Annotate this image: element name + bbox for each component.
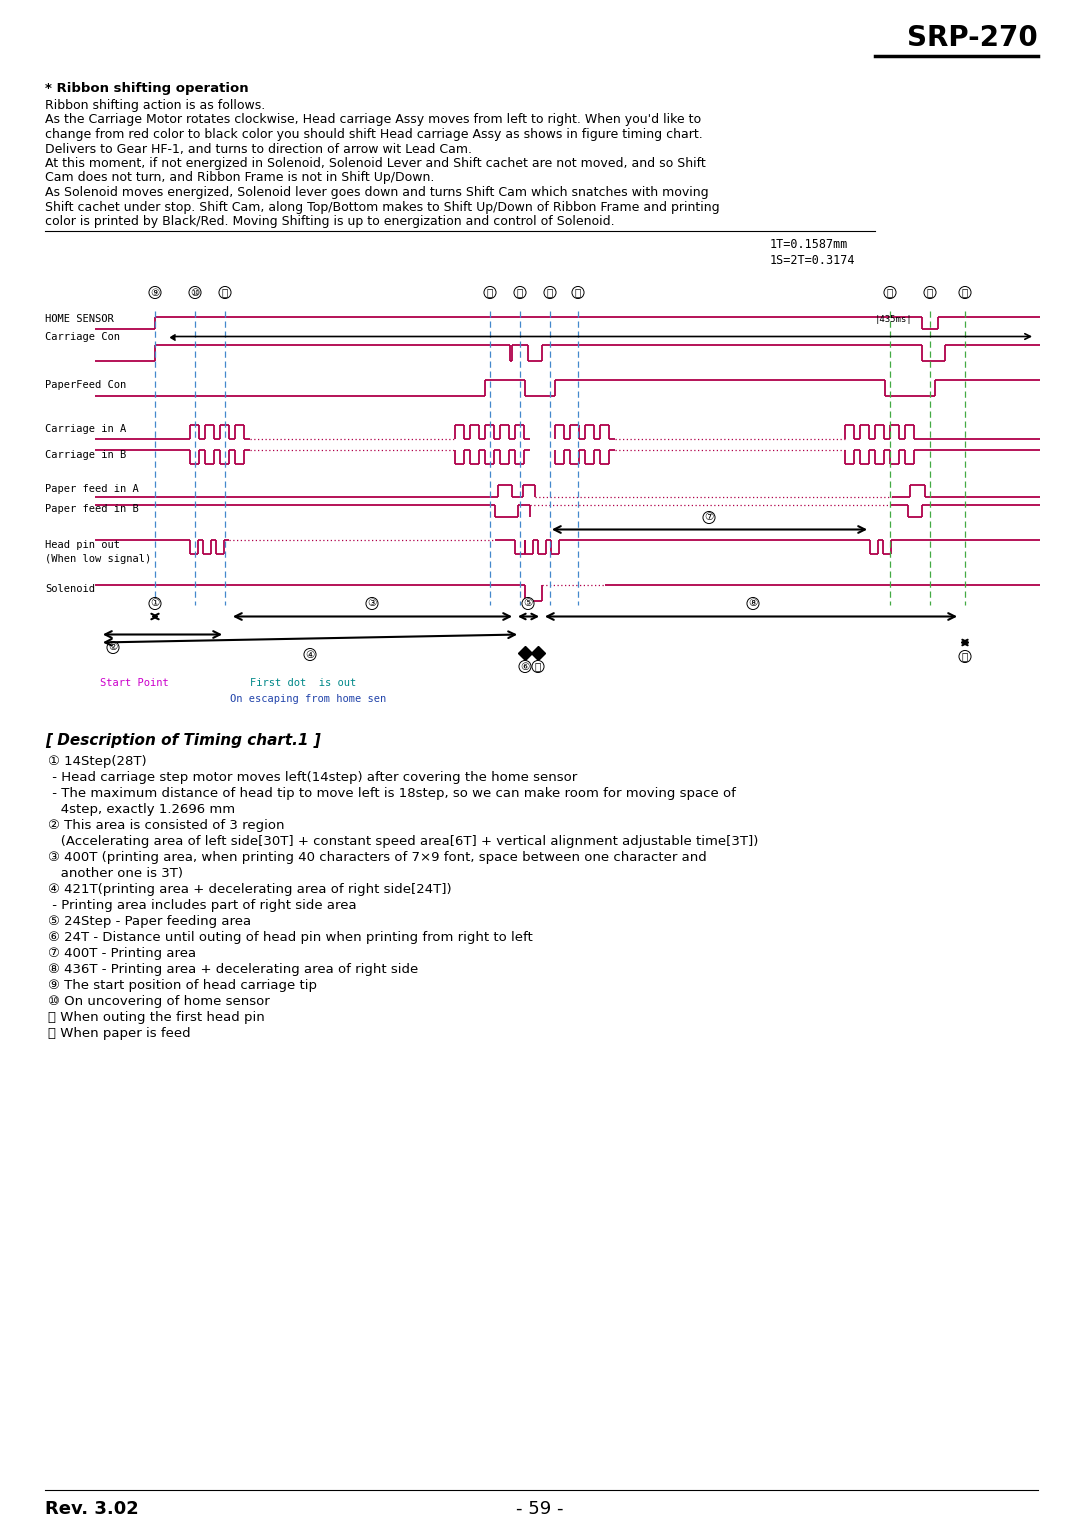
Text: ⑧: ⑧ [748, 599, 758, 608]
Text: ②: ② [108, 643, 118, 652]
Text: color is printed by Black/Red. Moving Shifting is up to energization and control: color is printed by Black/Red. Moving Sh… [45, 215, 615, 228]
Text: SRP-270: SRP-270 [907, 24, 1038, 52]
Text: Head pin out: Head pin out [45, 539, 120, 550]
Text: ⓑ: ⓑ [927, 287, 933, 298]
Text: 1S=2T=0.3174: 1S=2T=0.3174 [770, 255, 855, 267]
Text: Solenoid: Solenoid [45, 585, 95, 594]
Text: [ Description of Timing chart.1 ]: [ Description of Timing chart.1 ] [45, 733, 321, 748]
Text: ⑫: ⑫ [487, 287, 494, 298]
Text: On escaping from home sen: On escaping from home sen [230, 693, 387, 704]
Text: ⑥ 24T - Distance until outing of head pin when printing from right to left: ⑥ 24T - Distance until outing of head pi… [48, 930, 532, 944]
Text: change from red color to black color you should shift Head carriage Assy as show: change from red color to black color you… [45, 128, 703, 140]
Text: Start Point: Start Point [100, 678, 168, 687]
Text: another one is 3T): another one is 3T) [48, 866, 183, 880]
Text: ③ 400T (printing area, when printing 40 characters of 7×9 font, space between on: ③ 400T (printing area, when printing 40 … [48, 851, 706, 863]
Text: ⑭: ⑭ [546, 287, 553, 298]
Text: ⑧ 436T - Printing area + decelerating area of right side: ⑧ 436T - Printing area + decelerating ar… [48, 962, 418, 976]
Text: ② This area is consisted of 3 region: ② This area is consisted of 3 region [48, 818, 284, 832]
Text: PaperFeed Con: PaperFeed Con [45, 380, 126, 389]
Text: ⑨: ⑨ [150, 287, 160, 298]
Text: - 59 -: - 59 - [516, 1500, 564, 1518]
Text: ⑩: ⑩ [190, 287, 200, 298]
Text: 1T=0.1587mm: 1T=0.1587mm [770, 238, 849, 250]
Text: Carriage Con: Carriage Con [45, 333, 120, 342]
Text: Delivers to Gear HF-1, and turns to direction of arrow wit Lead Cam.: Delivers to Gear HF-1, and turns to dire… [45, 142, 472, 156]
Text: Rev. 3.02: Rev. 3.02 [45, 1500, 138, 1518]
Text: Ribbon shifting action is as follows.: Ribbon shifting action is as follows. [45, 99, 266, 111]
Text: 4step, exactly 1.2696 mm: 4step, exactly 1.2696 mm [48, 803, 235, 815]
Text: ④ 421T(printing area + decelerating area of right side[24T]): ④ 421T(printing area + decelerating area… [48, 883, 451, 895]
Text: ⑮: ⑮ [575, 287, 581, 298]
Text: ⑦ 400T - Printing area: ⑦ 400T - Printing area [48, 947, 197, 959]
Text: (Accelerating area of left side[30T] + constant speed area[6T] + vertical alignm: (Accelerating area of left side[30T] + c… [48, 834, 758, 847]
Text: Cam does not turn, and Ribbon Frame is not in Shift Up/Down.: Cam does not turn, and Ribbon Frame is n… [45, 171, 434, 185]
Text: ①: ① [150, 599, 160, 608]
Text: Paper feed in A: Paper feed in A [45, 484, 138, 495]
Text: ⑪: ⑪ [221, 287, 228, 298]
Text: Carriage in A: Carriage in A [45, 425, 126, 435]
Text: ⑬: ⑬ [517, 287, 523, 298]
Text: ⓔ: ⓔ [962, 652, 968, 661]
Text: - The maximum distance of head tip to move left is 18step, so we can make room f: - The maximum distance of head tip to mo… [48, 786, 735, 800]
Text: ③: ③ [367, 599, 377, 608]
Text: |435ms|: |435ms| [875, 315, 913, 324]
Text: ⑤: ⑤ [524, 599, 532, 608]
Text: ⑫ When paper is feed: ⑫ When paper is feed [48, 1026, 191, 1040]
Text: At this moment, if not energized in Solenoid, Solenoid Lever and Shift cachet ar: At this moment, if not energized in Sole… [45, 157, 705, 169]
Text: ⑨ The start position of head carriage tip: ⑨ The start position of head carriage ti… [48, 979, 318, 991]
Text: ⑪ When outing the first head pin: ⑪ When outing the first head pin [48, 1011, 265, 1023]
Text: ⑥: ⑥ [521, 661, 529, 672]
Text: ⑦: ⑦ [704, 513, 714, 522]
Text: ④: ④ [306, 649, 314, 660]
Text: Paper feed in B: Paper feed in B [45, 504, 138, 515]
Text: ⑤ 24Step - Paper feeding area: ⑤ 24Step - Paper feeding area [48, 915, 252, 927]
Text: Shift cachet under stop. Shift Cam, along Top/Bottom makes to Shift Up/Down of R: Shift cachet under stop. Shift Cam, alon… [45, 200, 719, 214]
Text: ⑩ On uncovering of home sensor: ⑩ On uncovering of home sensor [48, 994, 270, 1008]
Text: Carriage in B: Carriage in B [45, 449, 126, 460]
Text: ⓐ: ⓐ [887, 287, 893, 298]
Text: ① 14Step(28T): ① 14Step(28T) [48, 754, 147, 768]
Text: First dot  is out: First dot is out [249, 678, 356, 687]
Text: * Ribbon shifting operation: * Ribbon shifting operation [45, 82, 248, 95]
Text: As the Carriage Motor rotates clockwise, Head carriage Assy moves from left to r: As the Carriage Motor rotates clockwise,… [45, 113, 701, 127]
Text: ⓒ: ⓒ [962, 287, 968, 298]
Text: HOME SENSOR: HOME SENSOR [45, 315, 113, 325]
Text: (When low signal): (When low signal) [45, 553, 151, 563]
Text: As Solenoid moves energized, Solenoid lever goes down and turns Shift Cam which : As Solenoid moves energized, Solenoid le… [45, 186, 708, 199]
Text: - Head carriage step motor moves left(14step) after covering the home sensor: - Head carriage step motor moves left(14… [48, 771, 577, 783]
Text: ⓓ: ⓓ [535, 661, 541, 672]
Text: - Printing area includes part of right side area: - Printing area includes part of right s… [48, 898, 356, 912]
